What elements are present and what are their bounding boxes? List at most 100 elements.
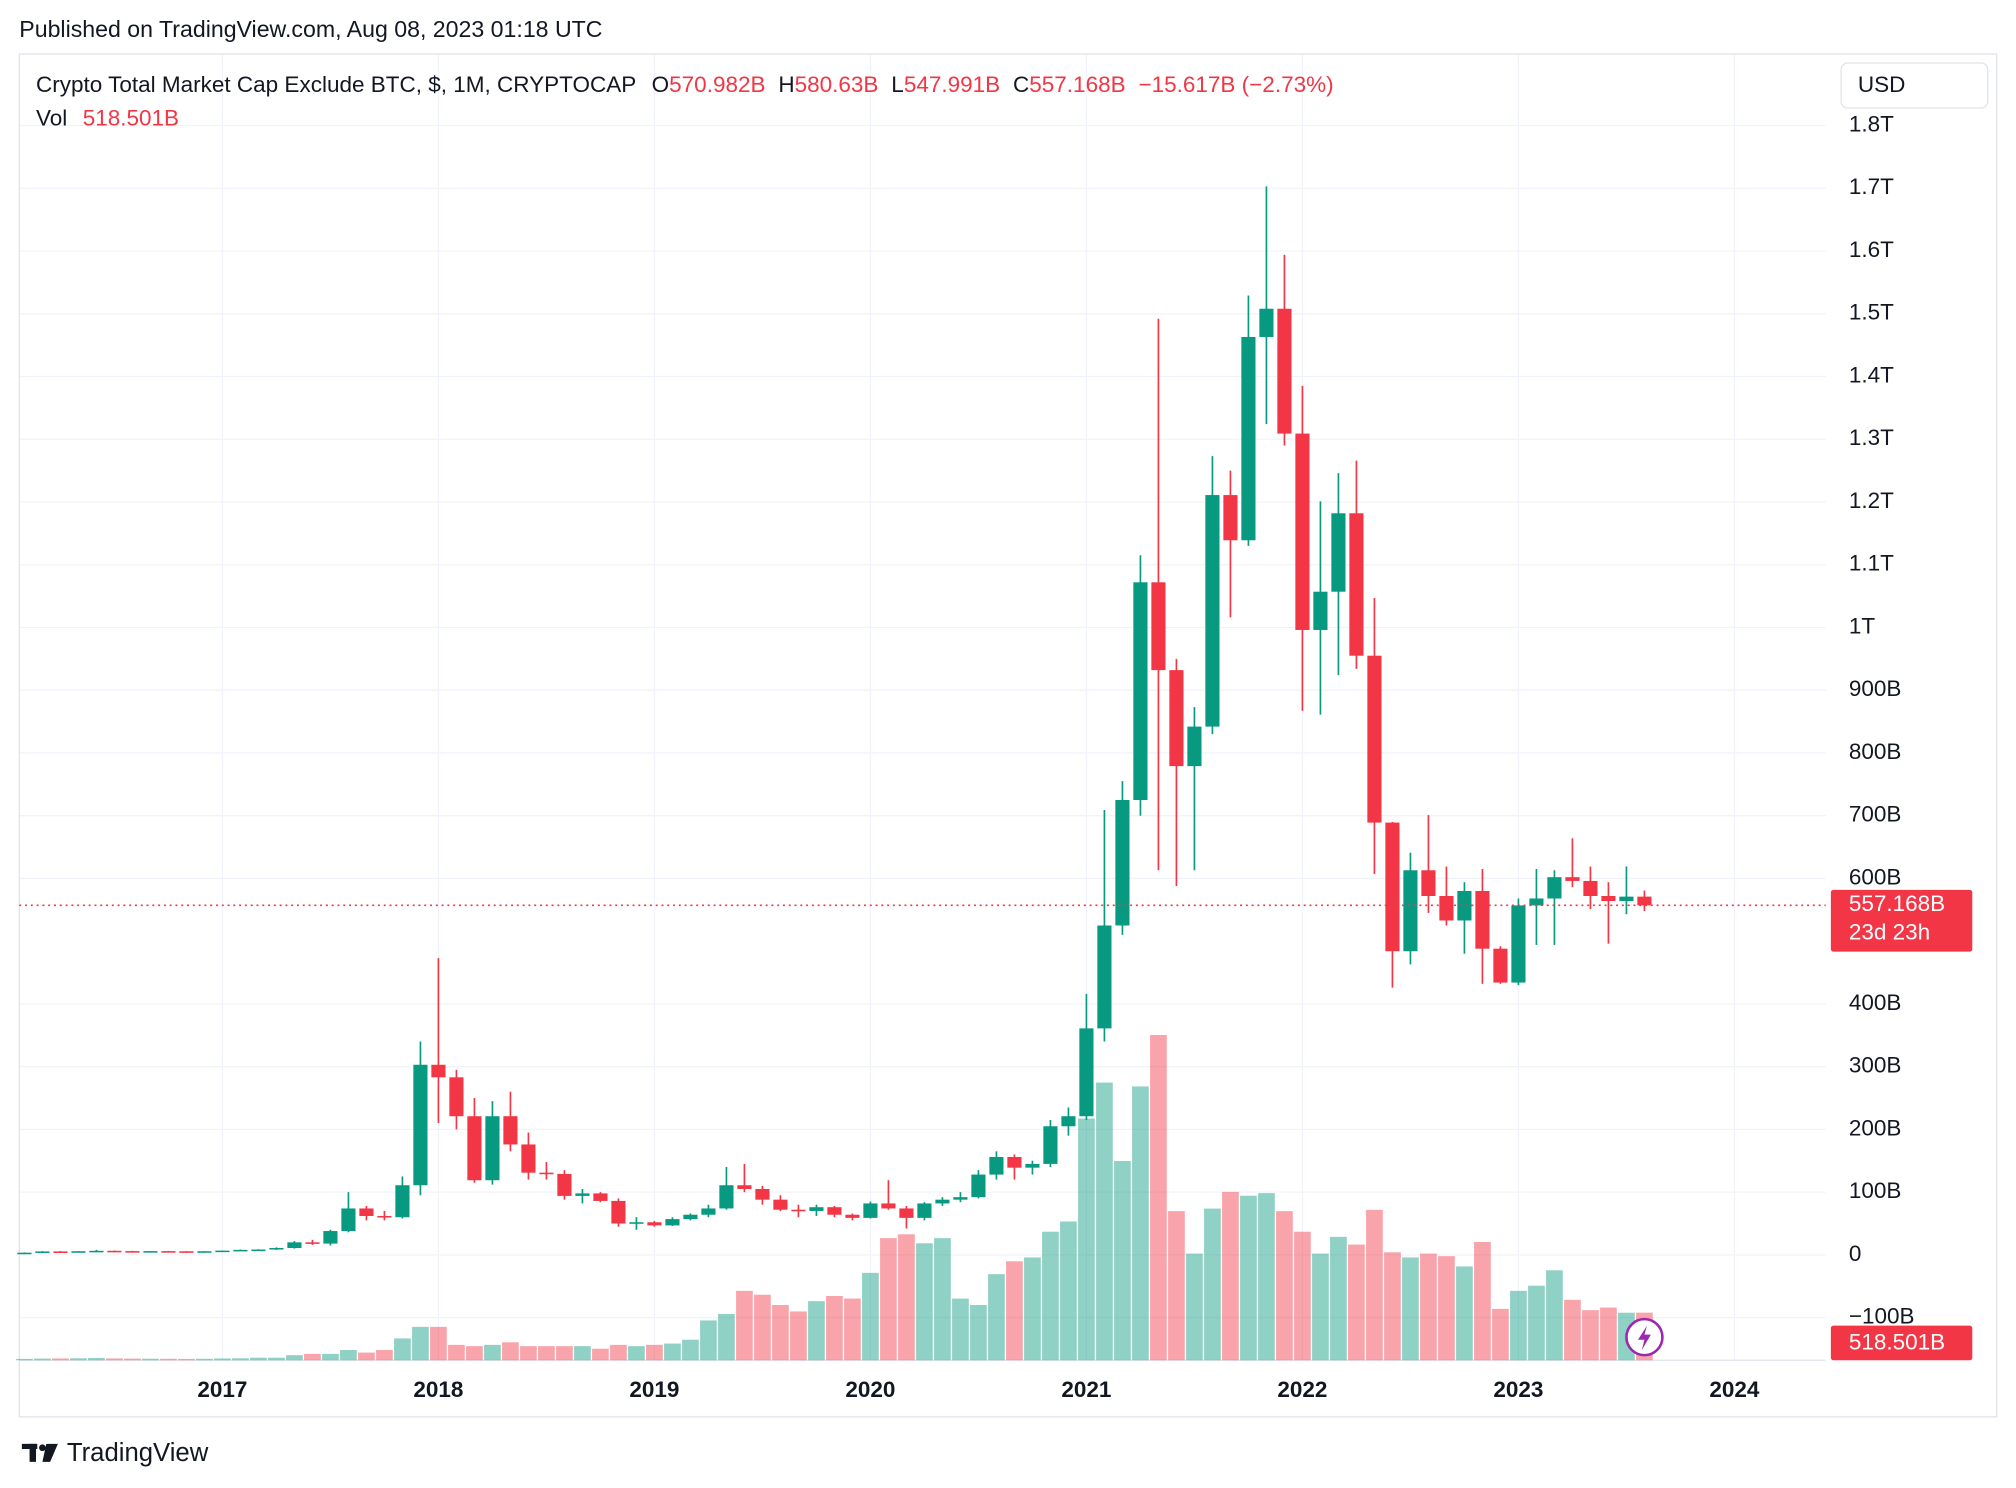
grid <box>19 54 1826 1361</box>
volume-bar <box>898 1234 915 1361</box>
volume-bar <box>1096 1082 1113 1361</box>
volume-bar <box>448 1344 465 1361</box>
x-tick-label: 2024 <box>1709 1377 1760 1402</box>
volume-bar <box>1078 1118 1095 1361</box>
candle-body <box>107 1250 122 1253</box>
currency-button[interactable] <box>1840 62 1989 109</box>
candle-body <box>449 1077 464 1117</box>
candle-body <box>1349 513 1364 656</box>
volume-legend: Vol 518.501B <box>36 106 179 131</box>
candle-body <box>323 1231 338 1244</box>
candle-body <box>557 1173 572 1196</box>
candle-body <box>1097 925 1112 1029</box>
candle-body <box>683 1214 698 1220</box>
y-tick-label: 600B <box>1849 864 1902 889</box>
volume-tag-value: 518.501B <box>1849 1330 1945 1355</box>
legend-value: 557.168B <box>1029 72 1125 97</box>
chart-frame <box>18 53 1998 1418</box>
candle-body <box>197 1251 212 1253</box>
y-tick-label: 200B <box>1849 1115 1902 1140</box>
volume-bar <box>178 1358 195 1361</box>
legend-key: C <box>1013 72 1029 97</box>
tradingview-logo[interactable]: TradingView <box>21 1439 209 1467</box>
candle-body <box>1583 880 1598 896</box>
volume-bar <box>502 1342 519 1361</box>
volume-bar <box>1132 1086 1149 1361</box>
candle-body <box>179 1251 194 1253</box>
volume-bar <box>376 1350 393 1361</box>
candle-body <box>1619 896 1634 902</box>
x-tick-label: 2017 <box>197 1377 247 1402</box>
y-tick-label: 1.2T <box>1849 488 1894 513</box>
symbol: Crypto Total Market Cap Exclude BTC, $, … <box>36 72 636 97</box>
volume-bar <box>1186 1253 1203 1361</box>
volume-bar <box>106 1358 123 1361</box>
volume-bar <box>1456 1266 1473 1361</box>
volume-bar <box>862 1272 879 1361</box>
volume-bar <box>1492 1308 1509 1361</box>
y-tick-label: −100B <box>1849 1304 1915 1329</box>
y-tick-label: 1.8T <box>1849 111 1894 136</box>
candle-body <box>287 1242 302 1248</box>
volume-pane <box>16 1035 1653 1361</box>
volume-bar <box>808 1301 825 1361</box>
volume-bar <box>1546 1270 1563 1361</box>
candle-body <box>143 1251 158 1253</box>
y-tick-label: 300B <box>1849 1053 1902 1078</box>
volume-bar <box>1312 1253 1329 1361</box>
candle-body <box>413 1064 428 1186</box>
candle-body <box>431 1064 446 1078</box>
volume-bar <box>1042 1231 1059 1361</box>
volume-bar <box>142 1358 159 1361</box>
x-tick-label: 2020 <box>845 1377 895 1402</box>
volume-bar <box>322 1353 339 1361</box>
x-tick-label: 2019 <box>629 1377 679 1402</box>
volume-bar <box>520 1346 537 1361</box>
volume-bar <box>1402 1257 1419 1361</box>
volume-bar <box>88 1357 105 1361</box>
legend-key: H <box>778 72 794 97</box>
candle-body <box>359 1208 374 1216</box>
legend-change: −15.617B (−2.73%) <box>1138 72 1333 97</box>
volume-bar <box>1438 1256 1455 1361</box>
volume-bar <box>790 1311 807 1361</box>
candle-body <box>575 1193 590 1196</box>
currency-label[interactable]: USD <box>1858 72 1906 97</box>
candle-body <box>755 1189 770 1200</box>
y-tick-label: 1.5T <box>1849 300 1894 325</box>
volume-bar <box>1528 1285 1545 1361</box>
volume-bar <box>754 1294 771 1361</box>
candle-body <box>1241 336 1256 541</box>
volume-bar <box>970 1305 987 1361</box>
volume-bar <box>736 1290 753 1361</box>
candle-body <box>1547 877 1562 899</box>
candle-body <box>971 1174 986 1198</box>
candle-body <box>629 1222 644 1224</box>
candle-body <box>1133 582 1148 801</box>
volume-bar <box>358 1352 375 1361</box>
volume-bar <box>430 1326 447 1361</box>
candle-body <box>773 1199 788 1210</box>
candle-body <box>827 1207 842 1215</box>
candle-body <box>521 1144 536 1173</box>
candle-body <box>1331 513 1346 592</box>
volume-bar <box>16 1358 33 1361</box>
volume-bar <box>1600 1307 1617 1361</box>
volume-bar <box>412 1326 429 1361</box>
candle-body <box>251 1249 266 1252</box>
candle-body <box>899 1208 914 1218</box>
volume-bar <box>1168 1211 1185 1361</box>
candle-body <box>935 1199 950 1204</box>
volume-bar <box>1258 1193 1275 1361</box>
y-tick-label: 1T <box>1849 613 1876 638</box>
volume-bar <box>484 1344 501 1361</box>
candle-body <box>1601 895 1616 902</box>
volume-bar <box>844 1298 861 1361</box>
brand[interactable]: TradingView <box>67 1439 209 1467</box>
volume-bar <box>1384 1252 1401 1361</box>
candle-body <box>503 1116 518 1145</box>
volume-bar <box>1564 1299 1581 1361</box>
volume-bar <box>1420 1253 1437 1361</box>
volume-legend-value: 518.501B <box>83 106 179 131</box>
